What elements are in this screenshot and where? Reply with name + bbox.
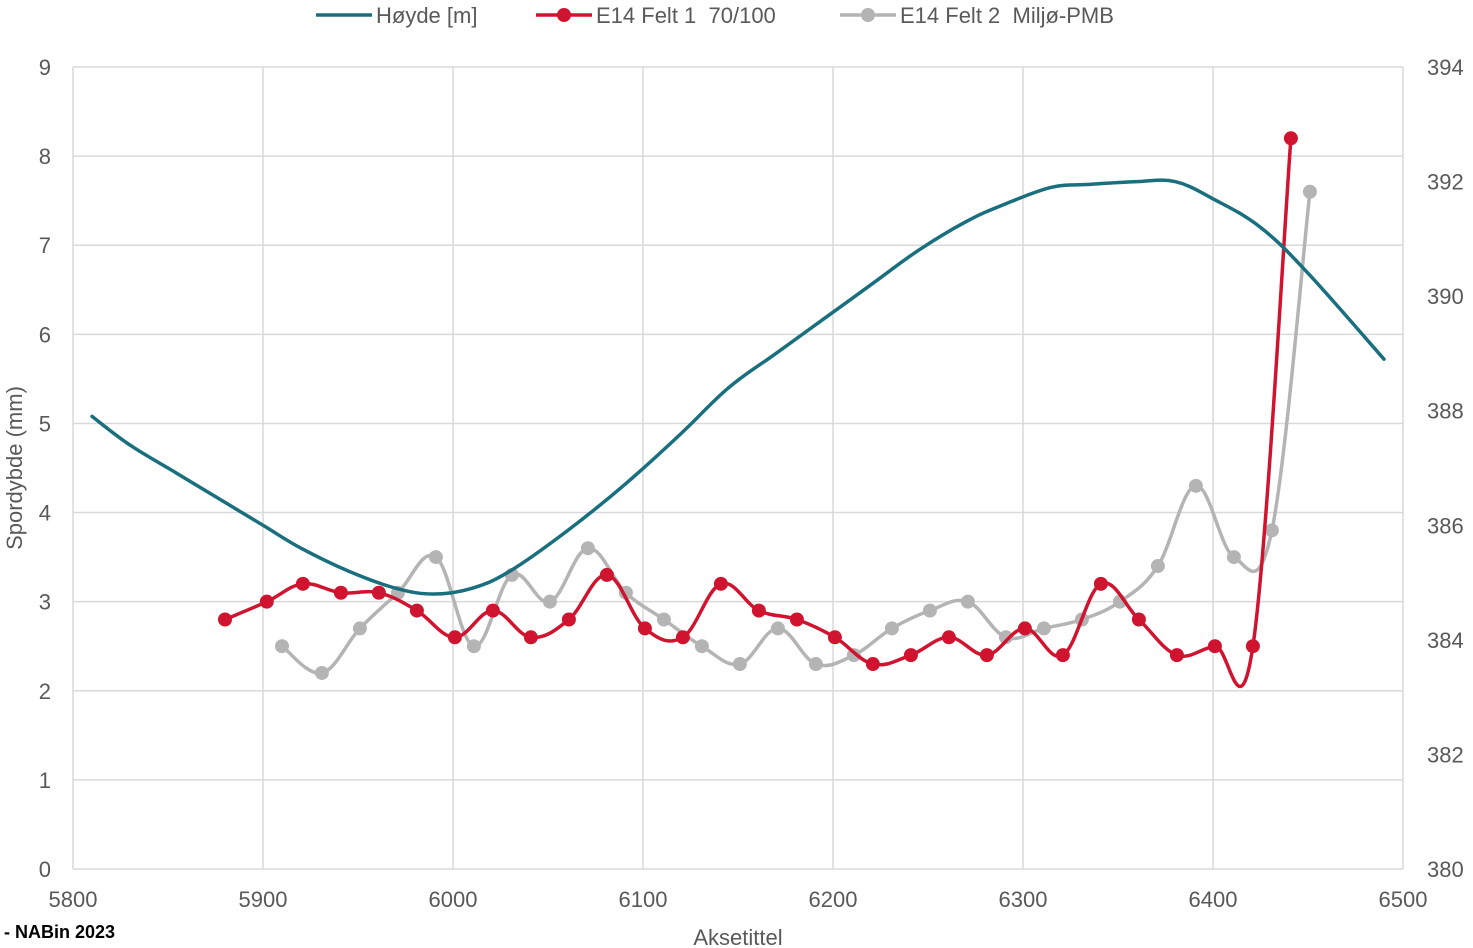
series-3-point bbox=[961, 595, 975, 609]
x-axis-title: Aksetittel bbox=[693, 925, 782, 948]
series-2-point bbox=[942, 630, 956, 644]
series-3-point bbox=[429, 550, 443, 564]
series-3-point bbox=[695, 639, 709, 653]
x-tick-label: 6500 bbox=[1379, 887, 1428, 912]
y-tick-label: 3 bbox=[39, 590, 51, 615]
x-tick-label: 6000 bbox=[429, 887, 478, 912]
series-3-point bbox=[809, 657, 823, 671]
series-1-line bbox=[92, 180, 1384, 594]
series-2-point bbox=[410, 604, 424, 618]
series-2-point bbox=[448, 630, 462, 644]
series-2-point bbox=[562, 612, 576, 626]
series-3-point bbox=[923, 604, 937, 618]
series-2-point bbox=[828, 630, 842, 644]
series-2-point bbox=[1056, 648, 1070, 662]
y-tick-label: 6 bbox=[39, 322, 51, 347]
series-2-point bbox=[866, 657, 880, 671]
x-tick-label: 5800 bbox=[49, 887, 98, 912]
series-2-point bbox=[1246, 639, 1260, 653]
series-3-point bbox=[1189, 479, 1203, 493]
y2-tick-label: 380 bbox=[1427, 857, 1464, 882]
y2-tick-label: 388 bbox=[1427, 399, 1464, 424]
series-2-point bbox=[676, 630, 690, 644]
y-tick-label: 0 bbox=[39, 857, 51, 882]
series-2-point bbox=[486, 604, 500, 618]
series-2-point bbox=[1094, 577, 1108, 591]
series-2-point bbox=[218, 612, 232, 626]
series-2-point bbox=[1208, 639, 1222, 653]
y-axis-title: Spordybde (mm) bbox=[2, 386, 27, 550]
series-2-point bbox=[980, 648, 994, 662]
series-2-point bbox=[904, 648, 918, 662]
series-3-point bbox=[733, 657, 747, 671]
y2-tick-label: 390 bbox=[1427, 284, 1464, 309]
y-tick-label: 7 bbox=[39, 233, 51, 258]
series-3-point bbox=[581, 541, 595, 555]
legend-label: E14 Felt 1 70/100 bbox=[596, 3, 776, 28]
legend-label: Høyde [m] bbox=[376, 3, 477, 28]
series-3-point bbox=[467, 639, 481, 653]
series-2-point bbox=[524, 630, 538, 644]
y-tick-label: 9 bbox=[39, 55, 51, 80]
series-3-point bbox=[353, 621, 367, 635]
x-tick-label: 6200 bbox=[809, 887, 858, 912]
series-2-point bbox=[790, 612, 804, 626]
y2-tick-label: 392 bbox=[1427, 170, 1464, 195]
series-3-point bbox=[1151, 559, 1165, 573]
x-tick-label: 6100 bbox=[619, 887, 668, 912]
series-2-point bbox=[296, 577, 310, 591]
axes: 0 1 2 3 4 5 6 7 8 9 5800 5900 6000 6100 6200 6300 6400 65… bbox=[39, 55, 1464, 912]
series-2-point bbox=[334, 586, 348, 600]
series-3-point bbox=[657, 612, 671, 626]
legend-swatch-marker bbox=[861, 8, 875, 22]
series-3-point bbox=[1037, 621, 1051, 635]
series-2-point bbox=[752, 604, 766, 618]
x-tick-label: 5900 bbox=[239, 887, 288, 912]
y-tick-label: 2 bbox=[39, 679, 51, 704]
y2-tick-label: 384 bbox=[1427, 628, 1464, 653]
x-tick-label: 6400 bbox=[1189, 887, 1238, 912]
series-2-point bbox=[1170, 648, 1184, 662]
series-2-point bbox=[714, 577, 728, 591]
y2-tick-label: 394 bbox=[1427, 55, 1464, 80]
series-3-point bbox=[1227, 550, 1241, 564]
series-3-point bbox=[771, 621, 785, 635]
y-tick-label: 8 bbox=[39, 144, 51, 169]
series-2-point bbox=[1132, 612, 1146, 626]
source-footer: - NABin 2023 bbox=[4, 922, 115, 943]
gridlines bbox=[73, 67, 1403, 869]
series-3-point bbox=[315, 666, 329, 680]
legend-swatch-marker bbox=[557, 8, 571, 22]
series-3-point bbox=[1303, 185, 1317, 199]
y2-tick-label: 386 bbox=[1427, 513, 1464, 538]
legend: Høyde [m] E14 Felt 1 70/100 E14 Felt 2 Mil… bbox=[316, 3, 1114, 28]
series-2-point bbox=[1018, 621, 1032, 635]
y-tick-label: 4 bbox=[39, 501, 51, 526]
series-2-point bbox=[638, 621, 652, 635]
x-tick-label: 6300 bbox=[999, 887, 1048, 912]
legend-label: E14 Felt 2 Miljø-PMB bbox=[900, 3, 1114, 28]
series-3-point bbox=[885, 621, 899, 635]
series-2-point bbox=[372, 586, 386, 600]
y2-tick-label: 382 bbox=[1427, 742, 1464, 767]
series-2-point bbox=[600, 568, 614, 582]
y-tick-label: 5 bbox=[39, 411, 51, 436]
series-2-point bbox=[260, 595, 274, 609]
series-3-point bbox=[543, 595, 557, 609]
series-3-point bbox=[1265, 523, 1279, 537]
y-tick-label: 1 bbox=[39, 768, 51, 793]
series bbox=[92, 131, 1384, 686]
series-3-point bbox=[275, 639, 289, 653]
series-2-point bbox=[1284, 131, 1298, 145]
